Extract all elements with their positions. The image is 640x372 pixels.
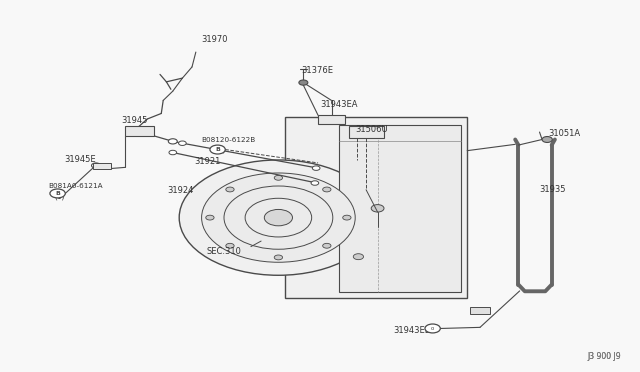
Text: B081A0-6121A: B081A0-6121A: [48, 183, 102, 189]
Circle shape: [179, 160, 378, 275]
Circle shape: [542, 137, 552, 142]
Text: 31376E: 31376E: [301, 66, 333, 75]
Text: 31943EB: 31943EB: [393, 326, 431, 335]
Circle shape: [92, 163, 100, 168]
Circle shape: [311, 181, 319, 185]
Circle shape: [168, 139, 177, 144]
Text: 31945: 31945: [122, 116, 148, 125]
Text: 31506U: 31506U: [355, 125, 388, 134]
Text: 31935: 31935: [540, 185, 566, 194]
Circle shape: [264, 209, 292, 226]
Bar: [318, 115, 345, 124]
Bar: [93, 163, 111, 169]
Text: (1): (1): [54, 194, 65, 201]
Bar: [349, 126, 384, 138]
Circle shape: [371, 205, 384, 212]
Text: B08120-6122B: B08120-6122B: [202, 137, 256, 142]
Circle shape: [226, 243, 234, 248]
Circle shape: [343, 215, 351, 220]
Text: 31943EA: 31943EA: [320, 100, 358, 109]
Circle shape: [202, 173, 355, 262]
Text: B: B: [55, 191, 60, 196]
Circle shape: [312, 166, 320, 170]
Polygon shape: [339, 125, 461, 292]
Text: 31970: 31970: [202, 35, 228, 44]
Circle shape: [274, 175, 283, 180]
Bar: [470, 307, 490, 314]
Circle shape: [206, 215, 214, 220]
Circle shape: [179, 141, 186, 145]
Circle shape: [226, 187, 234, 192]
Text: 31924: 31924: [168, 186, 194, 195]
Circle shape: [353, 254, 364, 260]
Circle shape: [210, 145, 225, 154]
Circle shape: [425, 324, 440, 333]
Text: 31051A: 31051A: [548, 129, 580, 138]
Circle shape: [323, 243, 331, 248]
Polygon shape: [285, 117, 467, 298]
Text: 31921: 31921: [195, 157, 221, 166]
Text: (2): (2): [215, 146, 225, 153]
Text: o: o: [431, 326, 435, 331]
Circle shape: [50, 189, 65, 198]
Text: J3 900 J9: J3 900 J9: [588, 352, 621, 361]
Text: J3 900 J9: J3 900 J9: [588, 352, 621, 361]
Text: 31945E: 31945E: [64, 155, 95, 164]
Circle shape: [274, 255, 283, 260]
Circle shape: [299, 80, 308, 85]
Circle shape: [323, 187, 331, 192]
Circle shape: [169, 150, 177, 155]
Text: SEC.310: SEC.310: [207, 247, 241, 256]
Bar: [125, 126, 154, 136]
Text: B: B: [215, 147, 220, 152]
